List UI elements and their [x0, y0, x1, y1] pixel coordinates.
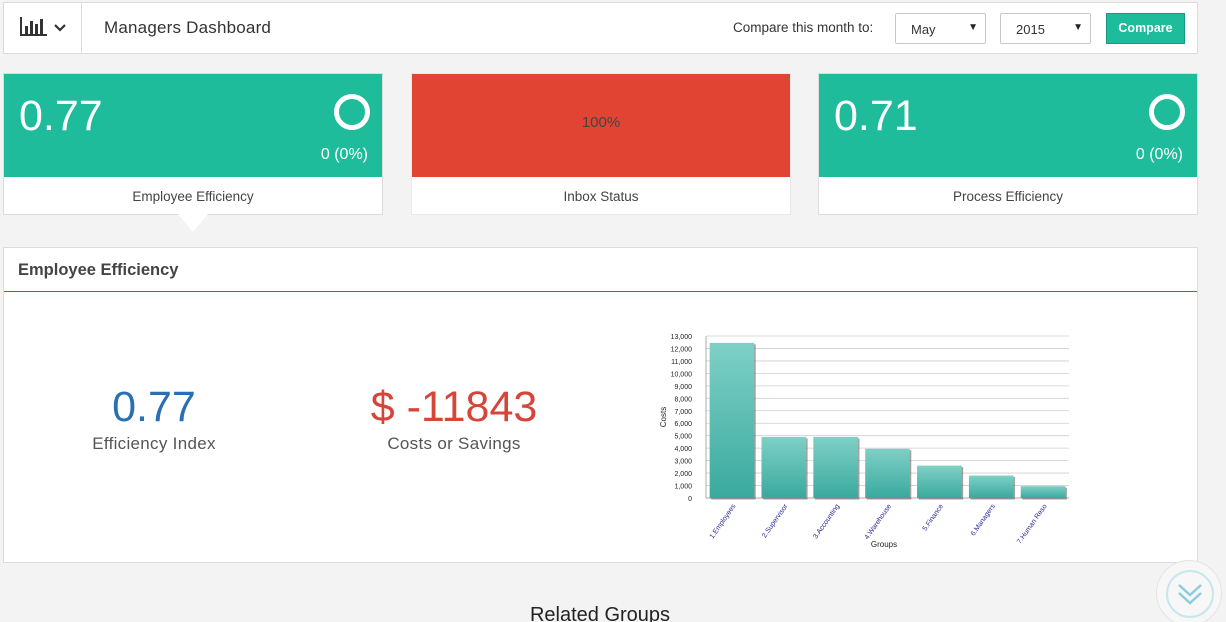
employee-efficiency-card[interactable]: 0.77 0 (0%) Employee Efficiency	[3, 73, 383, 215]
card-header: 0.77 0 (0%)	[4, 74, 382, 177]
panel-title: Employee Efficiency	[4, 248, 1197, 292]
y-tick-label: 3,000	[674, 459, 692, 466]
y-tick-label: 7,000	[674, 409, 692, 416]
related-groups-title: Related Groups	[529, 604, 671, 622]
ring-icon	[1149, 94, 1185, 130]
y-tick-label: 11,000	[671, 359, 692, 366]
costs-value: $ -11843	[370, 383, 538, 431]
year-select-value: 2015	[1016, 22, 1045, 37]
month-select[interactable]: May ▼	[895, 13, 986, 44]
top-bar: Managers Dashboard Compare this month to…	[3, 2, 1198, 54]
compare-button[interactable]: Compare	[1106, 13, 1185, 44]
card-value: 100%	[581, 114, 621, 131]
efficiency-index-value: 0.77	[112, 383, 196, 431]
x-tick-label: 6.Managers	[970, 503, 997, 538]
card-header: 100%	[412, 74, 790, 177]
scroll-down-button[interactable]	[1156, 560, 1222, 622]
card-value: 0.71	[834, 92, 918, 140]
x-tick-label: 3.Accounting	[812, 503, 841, 540]
chevron-down-icon	[53, 19, 66, 37]
card-header: 0.71 0 (0%)	[819, 74, 1197, 177]
caret-down-icon: ▼	[1073, 22, 1083, 33]
y-tick-label: 8,000	[674, 396, 692, 403]
bar	[761, 436, 807, 498]
x-tick-label: 7.Human Reso	[1016, 503, 1049, 545]
compare-label: Compare this month to:	[733, 20, 874, 35]
y-axis-label: Costs	[659, 407, 668, 427]
bar-chart: 0 1,000 2,000 3,000 4,000 5,000 6,000 7,000 8,00…	[659, 334, 1069, 549]
card-label: Inbox Status	[563, 189, 639, 204]
y-tick-label: 6,000	[674, 421, 692, 428]
x-tick-label: 4.Warehouse	[864, 503, 894, 541]
card-label: Employee Efficiency	[132, 189, 254, 204]
card-change: 0 (0%)	[1135, 146, 1183, 163]
inbox-status-card[interactable]: 100% Inbox Status	[411, 73, 791, 215]
x-tick-label: 5.Finance	[922, 503, 945, 532]
efficiency-index-label: Efficiency Index	[92, 434, 216, 453]
card-label: Process Efficiency	[952, 189, 1064, 204]
bar	[709, 342, 755, 498]
card-value: 0.77	[19, 92, 103, 140]
y-tick-label: 0	[688, 496, 692, 503]
bar	[1020, 486, 1066, 498]
y-tick-label: 9,000	[674, 384, 692, 391]
x-axis-label: Groups	[871, 540, 897, 549]
costs-by-group-chart: 0 1,000 2,000 3,000 4,000 5,000 6,000 7,000 8,00…	[644, 328, 1084, 558]
bar	[813, 436, 858, 498]
y-tick-label: 1,000	[674, 484, 692, 491]
employee-efficiency-panel: Employee Efficiency 0.77 Efficiency Inde…	[3, 247, 1198, 563]
active-card-pointer	[178, 214, 208, 232]
bar-chart-icon	[19, 16, 48, 41]
efficiency-index-metric: 0.77 Efficiency Index	[54, 383, 254, 454]
month-select-value: May	[911, 22, 936, 37]
y-tick-label: 13,000	[671, 334, 693, 341]
process-efficiency-card[interactable]: 0.71 0 (0%) Process Efficiency	[818, 73, 1198, 215]
ring-icon	[334, 94, 370, 130]
costs-label: Costs or Savings	[387, 434, 521, 453]
y-tick-label: 5,000	[674, 434, 692, 441]
page-title: Managers Dashboard	[104, 18, 272, 37]
bar	[917, 465, 962, 498]
double-chevron-down-icon	[1166, 570, 1214, 618]
y-tick-label: 2,000	[674, 471, 692, 478]
year-select[interactable]: 2015 ▼	[1000, 13, 1091, 44]
y-tick-label: 10,000	[671, 371, 693, 378]
bar	[968, 475, 1014, 498]
y-tick-label: 4,000	[674, 446, 692, 453]
dashboard-menu-button[interactable]	[4, 3, 82, 53]
y-tick-label: 12,000	[671, 346, 693, 353]
caret-down-icon: ▼	[968, 22, 978, 33]
x-tick-label: 1.Employees	[709, 503, 738, 541]
bar	[865, 448, 910, 498]
x-tick-label: 2.Supervisor	[761, 503, 790, 540]
costs-metric: $ -11843 Costs or Savings	[324, 383, 584, 454]
card-change: 0 (0%)	[320, 146, 368, 163]
